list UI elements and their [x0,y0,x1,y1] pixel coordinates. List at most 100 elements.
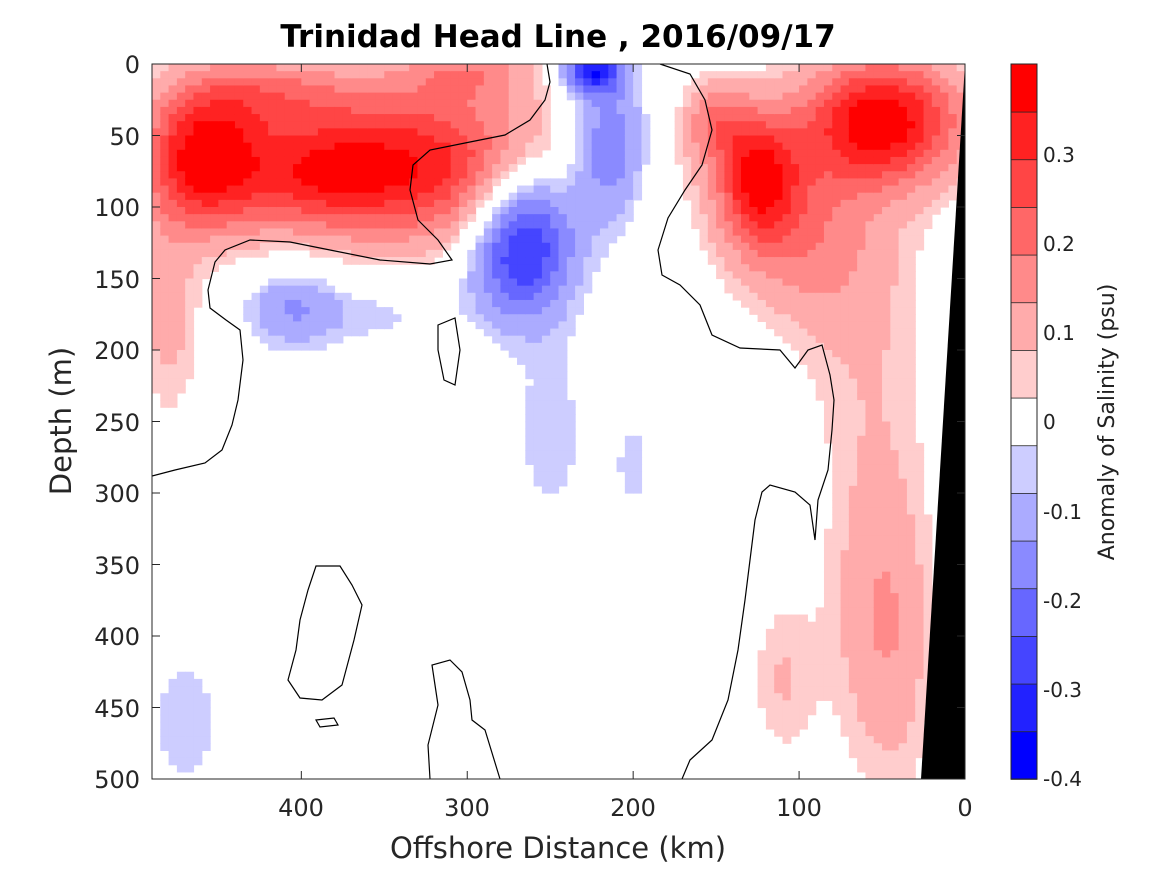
anomaly-cell-1608 [525,235,535,244]
anomaly-cell-2015 [608,178,618,187]
anomaly-cell-3131 [848,500,858,508]
anomaly-cell-1304 [450,199,460,208]
anomaly-cell-3179 [857,149,867,158]
anomaly-cell-2613 [790,328,800,337]
anomaly-cell-3677 [898,142,908,151]
anomaly-cell-3101 [848,285,858,294]
anomaly-cell-682 [293,64,302,72]
anomaly-cell-2966 [832,643,842,651]
anomaly-cell-3149 [848,628,858,637]
anomaly-cell-2523 [782,92,792,101]
anomaly-cell-2832 [823,235,833,244]
anomaly-cell-2138 [691,78,701,87]
anomaly-cell-771 [309,185,319,194]
anomaly-cell-2371 [757,78,767,87]
anomaly-cell-561 [259,221,269,230]
anomaly-cell-2556 [782,328,792,337]
anomaly-cell-3741 [898,600,908,608]
anomaly-cell-617 [276,114,286,122]
anomaly-cell-2719 [807,264,817,272]
anomaly-cell-3310 [865,378,875,387]
anomaly-cell-1148 [409,64,419,72]
anomaly-cell-368 [210,92,219,101]
anomaly-cell-2796 [815,614,825,623]
anomaly-cell-3304 [865,335,875,344]
anomaly-cell-4055 [956,114,965,122]
anomaly-cell-952 [351,214,360,222]
anomaly-cell-862 [326,335,336,344]
anomaly-cell-1164 [409,178,419,187]
anomaly-cell-3611 [890,385,900,394]
anomaly-cell-4036 [948,114,958,122]
anomaly-cell-2135 [682,178,692,187]
anomaly-cell-3493 [882,257,891,265]
anomaly-cell-374 [210,135,219,144]
anomaly-cell-1367 [467,299,477,308]
anomaly-cell-3367 [873,71,883,79]
anomaly-cell-940 [351,128,360,137]
anomaly-cell-4002 [931,164,941,172]
anomaly-cell-2843 [823,314,833,322]
anomaly-cell-1014 [367,185,377,194]
anomaly-cell-1081 [384,214,394,222]
anomaly-cell-3516 [882,421,891,430]
anomaly-cell-2905 [832,207,842,215]
anomaly-cell-3139 [848,557,858,566]
anomaly-cell-1914 [583,85,593,94]
anomaly-cell-2355 [749,207,759,215]
anomaly-cell-1208 [425,92,435,101]
anomaly-cell-2473 [774,128,784,137]
anomaly-cell-488 [243,149,253,158]
anomaly-cell-1353 [467,171,477,179]
anomaly-cell-3371 [873,99,883,108]
anomaly-cell-3628 [890,507,900,516]
anomaly-cell-2999 [840,228,850,237]
anomaly-cell-3339 [865,585,875,594]
anomaly-cell-3475 [882,128,891,137]
anomaly-cell-649 [284,85,294,94]
anomaly-cell-22 [152,221,161,230]
anomaly-cell-2900 [832,171,842,179]
anomaly-cell-1758 [550,249,560,258]
anomaly-cell-3776 [906,135,916,144]
anomaly-cell-924 [342,257,352,265]
anomaly-cell-2565 [782,664,792,673]
anomaly-cell-558 [259,199,269,208]
anomaly-cell-3211 [857,378,867,387]
anomaly-cell-3300 [865,307,875,315]
anomaly-cell-2478 [774,164,784,172]
anomaly-cell-2720 [807,271,817,280]
anomaly-cell-2507 [774,650,784,659]
anomaly-cell-1180 [417,92,427,101]
anomaly-cell-2881 [823,671,833,680]
anomaly-cell-3105 [848,314,858,322]
anomaly-cell-3548 [882,650,891,659]
anomaly-cell-1722 [541,307,551,315]
anomaly-cell-1498 [500,257,510,265]
anomaly-cell-2898 [832,156,842,165]
anomaly-cell-1989 [599,185,609,194]
anomaly-cell-2880 [823,664,833,673]
anomaly-cell-1736 [541,407,551,415]
anomaly-cell-2380 [757,142,767,151]
anomaly-cell-814 [317,228,327,237]
anomaly-cell-3702 [898,321,908,330]
anomaly-cell-2136 [682,185,692,194]
colorbar-swatch-1 [1010,683,1038,733]
anomaly-cell-2146 [691,135,701,144]
anomaly-cell-1532 [508,235,518,244]
anomaly-cell-3220 [857,442,867,451]
anomaly-cell-1911 [583,64,593,72]
anomaly-cell-585 [268,142,278,151]
anomaly-cell-2185 [707,78,717,87]
anomaly-cell-506 [251,64,261,72]
anomaly-cell-2509 [774,664,784,673]
anomaly-cell-2410 [757,686,767,694]
anomaly-cell-2318 [741,178,750,187]
anomaly-cell-3715 [898,414,908,423]
anomaly-cell-2268 [724,271,734,280]
anomaly-cell-3229 [857,507,867,516]
anomaly-cell-658 [284,149,294,158]
anomaly-cell-637 [276,285,286,294]
anomaly-cell-1877 [575,71,584,79]
